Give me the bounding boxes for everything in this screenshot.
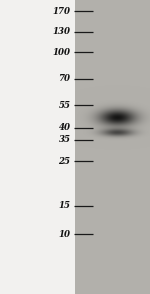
Text: 130: 130 — [52, 27, 70, 36]
Text: 15: 15 — [58, 201, 70, 210]
Text: 35: 35 — [58, 135, 70, 144]
Text: 55: 55 — [58, 101, 70, 110]
Text: 70: 70 — [58, 74, 70, 83]
Text: 25: 25 — [58, 157, 70, 166]
Text: 170: 170 — [52, 7, 70, 16]
Text: 100: 100 — [52, 48, 70, 57]
Text: 10: 10 — [58, 230, 70, 239]
Text: 40: 40 — [58, 123, 70, 132]
